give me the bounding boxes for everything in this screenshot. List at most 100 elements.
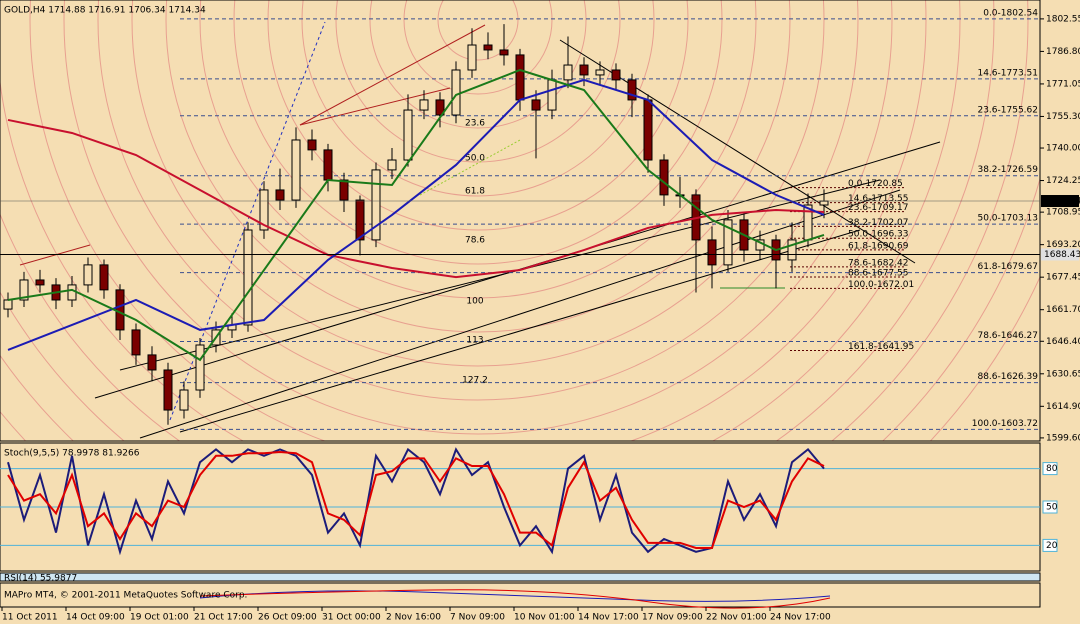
candle-body — [563, 64, 573, 81]
x-tick-label: 22 Nov 01:00 — [706, 613, 767, 623]
y-tick-label: 1786.80 — [1046, 47, 1080, 57]
fib-arc — [29, 0, 927, 441]
fib-arc — [131, 0, 825, 367]
candle-body — [355, 199, 365, 241]
candle-body — [627, 79, 637, 101]
candle-body — [179, 389, 189, 411]
fib-label: 88.6-1626.39 — [977, 372, 1038, 382]
fib2-label: 161.8-1641.95 — [848, 342, 914, 352]
candle-body — [403, 109, 413, 161]
x-tick-label: 21 Oct 17:00 — [194, 613, 253, 623]
candle-body — [195, 344, 205, 391]
candle-body — [723, 219, 733, 266]
fib-arc — [165, 0, 791, 333]
arc-label: 100 — [466, 297, 483, 307]
candle-body — [579, 64, 589, 76]
price-box — [1041, 248, 1079, 261]
price-box — [1041, 195, 1079, 208]
level-box — [1042, 500, 1058, 514]
fib-arc — [63, 0, 893, 435]
price-box-label: 1714.34 — [1044, 197, 1080, 207]
fib-label: 0.0-1802.54 — [983, 8, 1038, 18]
y-tick-label: 1708.95 — [1046, 208, 1080, 218]
level-box — [1042, 538, 1058, 552]
fib-arc — [0, 0, 995, 441]
candle-body — [547, 79, 557, 111]
arc-label: 23.6 — [465, 119, 485, 129]
arc-label: 61.8 — [465, 187, 485, 197]
y-tick-label: 1755.30 — [1046, 112, 1080, 122]
candle-body — [451, 69, 461, 116]
candle-body — [371, 169, 381, 241]
candle-body — [595, 69, 605, 76]
candle-body — [99, 264, 109, 291]
macd-line — [199, 590, 831, 602]
y-tick-label: 50 — [1046, 503, 1058, 513]
arc-label: 127.2 — [462, 376, 488, 386]
fib2-label: 88.6-1677.55 — [848, 268, 909, 278]
candle-body — [483, 44, 493, 51]
candle-body — [499, 49, 509, 56]
y-tick-label: 1802.55 — [1046, 14, 1080, 24]
fib-arc — [0, 0, 961, 441]
stoch-title: Stoch(9,5,5) 78.9978 81.9266 — [4, 449, 140, 459]
x-tick-label: 26 Oct 09:00 — [258, 613, 317, 623]
fib-label: 61.8-1679.67 — [977, 262, 1038, 272]
fib2-label: 61.8-1690.69 — [848, 241, 909, 251]
y-tick-label: 1599.60 — [1046, 433, 1080, 443]
candle-body — [115, 289, 125, 331]
fib2-label: 23.6-1709.17 — [848, 203, 909, 213]
fib-label: 38.2-1726.59 — [977, 165, 1038, 175]
x-tick-label: 14 Oct 09:00 — [66, 613, 125, 623]
moving-average — [7, 78, 825, 351]
main-panel: 0.0-1802.54 14.6-1773.51 23.6-1755.62 38.2-… — [3, 8, 1040, 430]
fib-arc — [233, 0, 723, 265]
candle-body — [339, 179, 349, 201]
moving-average — [7, 118, 825, 279]
x-tick-label: 2 Nov 16:00 — [386, 613, 441, 623]
x-tick-label: 19 Oct 01:00 — [130, 613, 189, 623]
x-tick-label: 7 Nov 09:00 — [450, 613, 505, 623]
fib-arc — [403, 0, 553, 95]
fib2-label: 14.6-1713.55 — [848, 194, 909, 204]
candle-body — [323, 149, 333, 181]
arc-label: 50.0 — [465, 154, 485, 164]
y-tick-label: 1740.00 — [1046, 144, 1080, 154]
x-tick-label: 31 Oct 00:00 — [322, 613, 381, 623]
candle-body — [467, 44, 477, 71]
arc-label: 78.6 — [465, 236, 485, 246]
candle-body — [131, 329, 141, 356]
x-tick-label: 14 Nov 17:00 — [578, 613, 639, 623]
main-frame — [0, 0, 1041, 442]
fib-arc — [437, 0, 519, 61]
fib-arc — [369, 0, 587, 129]
candle-body — [611, 69, 621, 81]
candle-body — [659, 159, 669, 196]
candle-body — [643, 99, 653, 161]
candle-body — [419, 99, 429, 111]
fib-arc — [335, 0, 621, 163]
candle-body — [147, 354, 157, 371]
candle-body — [787, 239, 797, 261]
candle-body — [83, 264, 93, 286]
chart-title: GOLD,H4 1714.88 1716.91 1706.34 1714.34 — [4, 6, 206, 16]
candle-body — [19, 279, 29, 301]
candle-body — [819, 200, 829, 206]
fib-label: 100.0-1603.72 — [972, 419, 1038, 429]
candle-body — [275, 189, 285, 201]
fib2-label: 0.0-1720.85 — [848, 179, 903, 189]
footer-label: MAPro MT4, © 2001-2011 MetaQuotes Softwa… — [4, 591, 247, 601]
y-tick-label: 80 — [1046, 464, 1058, 474]
moving-average — [7, 68, 825, 362]
candle-body — [259, 189, 269, 231]
fib-arc — [199, 0, 757, 299]
y-tick-label: 1724.25 — [1046, 176, 1080, 186]
candle-body — [531, 99, 541, 111]
candle-body — [67, 284, 77, 301]
x-tick-label: 11 Oct 2011 — [2, 613, 58, 623]
fib-arc — [267, 0, 689, 231]
fib-arc — [97, 0, 859, 401]
candle-body — [3, 299, 13, 310]
